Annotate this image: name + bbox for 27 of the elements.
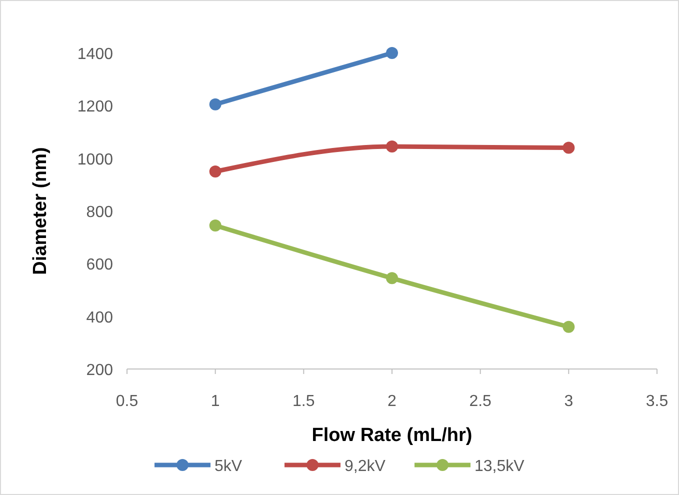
- point: [209, 166, 222, 178]
- x-tick-label: 3: [564, 393, 574, 410]
- point: [386, 47, 398, 59]
- legend-label: 5kV: [214, 458, 242, 475]
- y-tick-label: 600: [86, 256, 114, 274]
- x-axis-title: Flow Rate (mL/hr): [312, 425, 472, 446]
- y-axis-title: Diameter (nm): [30, 147, 51, 275]
- point: [386, 140, 398, 152]
- y-tick-label: 1000: [77, 151, 114, 168]
- x-tick-label: 2: [388, 393, 397, 410]
- point: [209, 98, 222, 110]
- legend-label: 13,5kV: [474, 458, 525, 475]
- y-tick-label: 1200: [77, 98, 114, 116]
- y-tick-label: 400: [86, 309, 114, 326]
- y-tick-label: 200: [86, 362, 114, 379]
- x-tick-label: 0.5: [116, 393, 138, 410]
- point: [386, 272, 398, 284]
- y-tick-label: 1400: [77, 46, 114, 63]
- x-tick-label: 3.5: [646, 393, 668, 410]
- point: [562, 142, 575, 154]
- point: [209, 219, 222, 232]
- x-tick-label: 2.5: [469, 393, 492, 410]
- y-tick-label: 800: [86, 204, 114, 221]
- point: [562, 320, 575, 333]
- x-tick-label: 1: [210, 393, 220, 410]
- x-tick-label: 1.5: [292, 393, 315, 410]
- legend-label: 9,2kV: [344, 458, 386, 475]
